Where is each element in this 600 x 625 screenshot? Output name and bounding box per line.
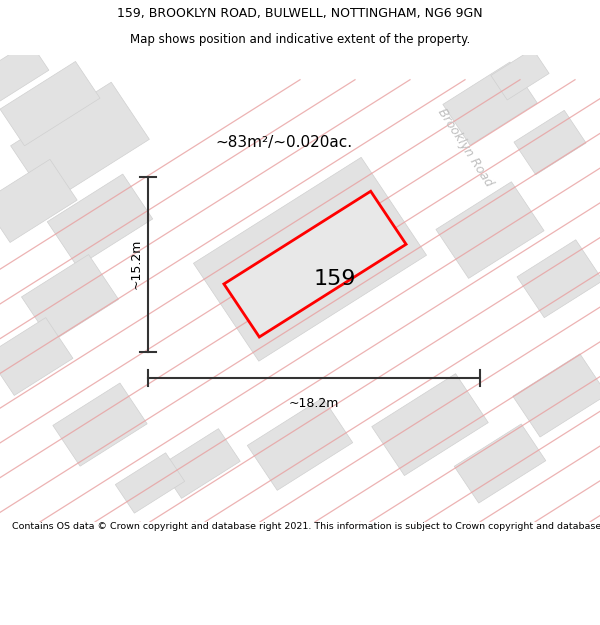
Polygon shape <box>224 191 406 337</box>
Text: Brooklyn Road: Brooklyn Road <box>435 106 495 189</box>
Text: 159: 159 <box>314 269 356 289</box>
Polygon shape <box>115 452 185 513</box>
Polygon shape <box>491 49 549 100</box>
Text: 159, BROOKLYN ROAD, BULWELL, NOTTINGHAM, NG6 9GN: 159, BROOKLYN ROAD, BULWELL, NOTTINGHAM,… <box>117 8 483 20</box>
Polygon shape <box>53 383 147 466</box>
Polygon shape <box>247 398 353 491</box>
Polygon shape <box>454 424 546 503</box>
Text: Contains OS data © Crown copyright and database right 2021. This information is : Contains OS data © Crown copyright and d… <box>12 522 600 531</box>
Text: ~83m²/~0.020ac.: ~83m²/~0.020ac. <box>215 135 352 150</box>
Polygon shape <box>0 42 49 107</box>
Polygon shape <box>517 240 600 318</box>
Polygon shape <box>513 354 600 437</box>
Polygon shape <box>0 61 100 146</box>
Text: ~18.2m: ~18.2m <box>289 398 339 411</box>
Polygon shape <box>372 374 488 476</box>
Polygon shape <box>514 111 586 175</box>
Polygon shape <box>193 158 427 361</box>
Polygon shape <box>436 182 544 278</box>
Polygon shape <box>443 62 537 145</box>
Polygon shape <box>47 174 153 267</box>
Text: ~15.2m: ~15.2m <box>130 239 143 289</box>
Polygon shape <box>11 82 149 203</box>
Polygon shape <box>160 429 240 498</box>
Polygon shape <box>0 159 77 242</box>
Text: Map shows position and indicative extent of the property.: Map shows position and indicative extent… <box>130 33 470 46</box>
Polygon shape <box>22 254 119 342</box>
Polygon shape <box>0 318 73 396</box>
